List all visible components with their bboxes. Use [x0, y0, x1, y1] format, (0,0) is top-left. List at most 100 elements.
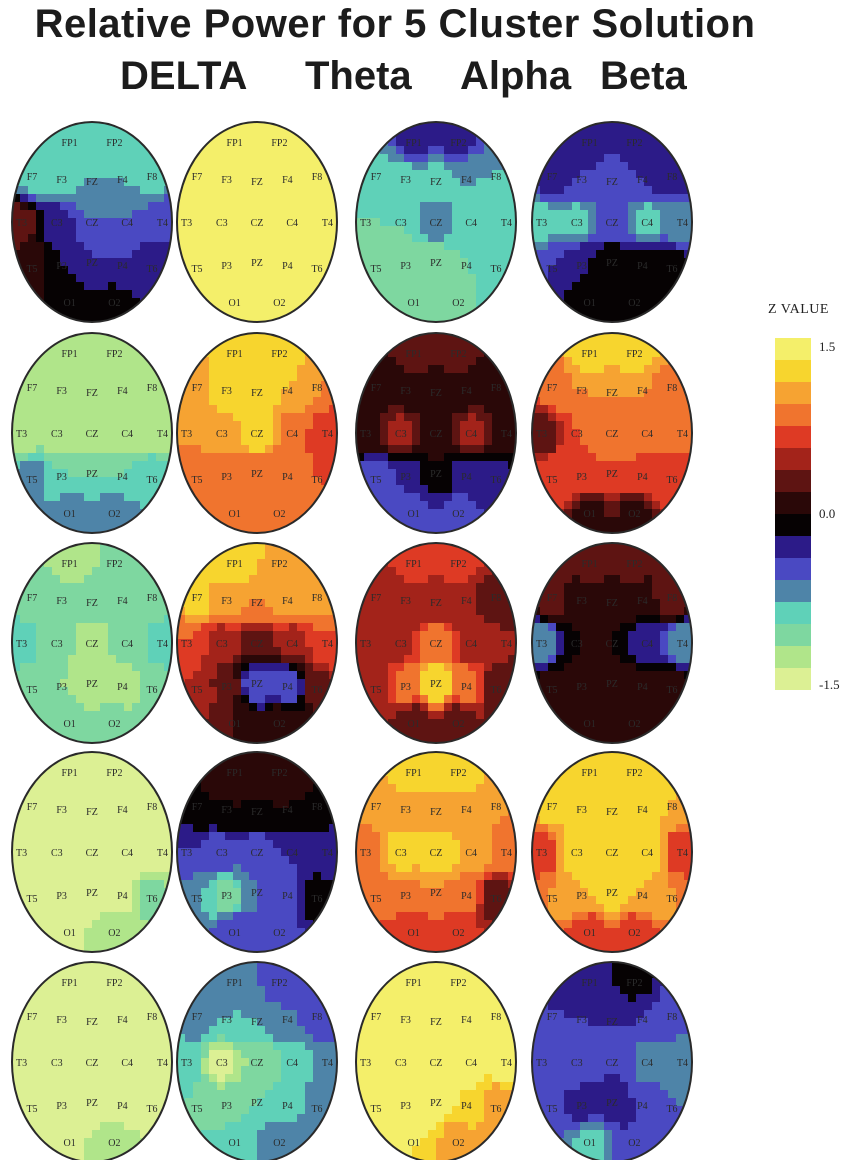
electrode-label: C3 [51, 218, 63, 229]
legend-swatch [775, 514, 811, 537]
electrode-label: CZ [606, 1058, 619, 1069]
electrode-label: P3 [576, 472, 587, 483]
legend-color-scale [775, 338, 811, 690]
legend-swatch [775, 404, 811, 427]
electrode-label: CZ [430, 639, 443, 650]
electrode-label: T4 [677, 1058, 688, 1069]
electrode-label: F4 [461, 596, 472, 607]
electrode-label: F8 [667, 172, 678, 183]
electrode-label: P4 [637, 891, 648, 902]
electrode-label: T6 [146, 264, 157, 275]
electrode-label: C3 [51, 639, 63, 650]
electrode-label: P4 [117, 682, 128, 693]
electrode-label: T6 [311, 685, 322, 696]
electrode-label: T4 [501, 429, 512, 440]
electrode-label: T3 [360, 639, 371, 650]
electrode-label: C3 [571, 429, 583, 440]
electrode-label: F3 [221, 596, 232, 607]
electrode-label: T4 [677, 639, 688, 650]
topomap-cluster5-beta: FP1 FP2 F7 F3 FZ F4 F8 T3 C3 CZ C4 T4 T5 P3 PZ P4 T6 O1 O2 [531, 961, 693, 1160]
electrode-label: C3 [571, 639, 583, 650]
electrode-label: CZ [86, 1058, 99, 1069]
electrode-label: F4 [461, 1015, 472, 1026]
legend-swatch [775, 448, 811, 471]
electrode-label: O1 [63, 298, 75, 309]
electrode-label: FZ [606, 1017, 618, 1028]
electrode-label: T5 [370, 894, 381, 905]
topomap-cluster3-delta: FP1 FP2 F7 F3 FZ F4 F8 T3 C3 CZ C4 T4 T5 P3 PZ P4 T6 O1 O2 [11, 542, 173, 744]
electrode-label: O2 [108, 928, 120, 939]
head-outline [531, 332, 693, 534]
electrode-label: C3 [51, 429, 63, 440]
electrode-label: F7 [27, 1012, 38, 1023]
head-outline [531, 961, 693, 1160]
electrode-label: C4 [465, 639, 477, 650]
electrode-label: F3 [56, 1015, 67, 1026]
electrode-label: FP2 [106, 978, 122, 989]
electrode-label: F3 [400, 596, 411, 607]
electrode-label: T3 [16, 429, 27, 440]
electrode-label: PZ [430, 469, 442, 480]
electrode-label: F8 [667, 802, 678, 813]
electrode-label: FP2 [626, 349, 642, 360]
electrode-label: F7 [371, 383, 382, 394]
electrode-label: F7 [27, 172, 38, 183]
electrode-label: O2 [452, 298, 464, 309]
electrode-label: C3 [395, 639, 407, 650]
electrode-label: FP2 [271, 138, 287, 149]
electrode-label: F8 [491, 802, 502, 813]
electrode-label: F8 [491, 593, 502, 604]
electrode-label: FP1 [582, 559, 598, 570]
electrode-label: O2 [628, 298, 640, 309]
electrode-label: FZ [251, 177, 263, 188]
head-outline [176, 332, 338, 534]
electrode-label: PZ [251, 1098, 263, 1109]
electrode-label: C4 [465, 429, 477, 440]
electrode-label: C4 [286, 1058, 298, 1069]
electrode-label: CZ [606, 429, 619, 440]
electrode-label: CZ [606, 848, 619, 859]
electrode-label: P4 [637, 682, 648, 693]
electrode-label: FP2 [450, 978, 466, 989]
electrode-label: FP1 [62, 138, 78, 149]
electrode-label: P3 [221, 472, 232, 483]
electrode-label: FP2 [626, 138, 642, 149]
electrode-label: P3 [400, 472, 411, 483]
electrode-label: T3 [536, 639, 547, 650]
electrode-label: T3 [16, 848, 27, 859]
electrode-label: CZ [251, 848, 264, 859]
electrode-label: F3 [56, 805, 67, 816]
electrode-label: T3 [181, 639, 192, 650]
electrode-label: F4 [637, 386, 648, 397]
electrode-label: PZ [430, 679, 442, 690]
electrode-label: F8 [312, 383, 323, 394]
electrode-label: T5 [370, 264, 381, 275]
electrode-label: P3 [576, 891, 587, 902]
topomap-cluster2-theta: FP1 FP2 F7 F3 FZ F4 F8 T3 C3 CZ C4 T4 T5 P3 PZ P4 T6 O1 O2 [176, 332, 338, 534]
electrode-label: T5 [370, 1104, 381, 1115]
electrode-label: P3 [56, 1101, 67, 1112]
electrode-label: C4 [641, 218, 653, 229]
electrode-label: PZ [606, 888, 618, 899]
electrode-label: T6 [311, 264, 322, 275]
electrode-label: PZ [251, 469, 263, 480]
electrode-label: F7 [192, 593, 203, 604]
electrode-label: T5 [191, 264, 202, 275]
electrode-label: C3 [216, 218, 228, 229]
electrode-label: CZ [86, 429, 99, 440]
electrode-label: CZ [251, 218, 264, 229]
electrode-label: F8 [667, 593, 678, 604]
head-outline [355, 961, 517, 1160]
electrode-label: T4 [322, 639, 333, 650]
head-outline [355, 332, 517, 534]
topomap-cluster4-delta: FP1 FP2 F7 F3 FZ F4 F8 T3 C3 CZ C4 T4 T5 P3 PZ P4 T6 O1 O2 [11, 751, 173, 953]
electrode-label: FP1 [582, 768, 598, 779]
electrode-label: FP1 [406, 349, 422, 360]
electrode-label: FP1 [406, 138, 422, 149]
electrode-label: C4 [465, 1058, 477, 1069]
head-outline [11, 121, 173, 323]
electrode-label: T3 [536, 429, 547, 440]
band-header-theta: Theta [305, 54, 412, 98]
electrode-label: C3 [571, 1058, 583, 1069]
electrode-label: T5 [26, 475, 37, 486]
